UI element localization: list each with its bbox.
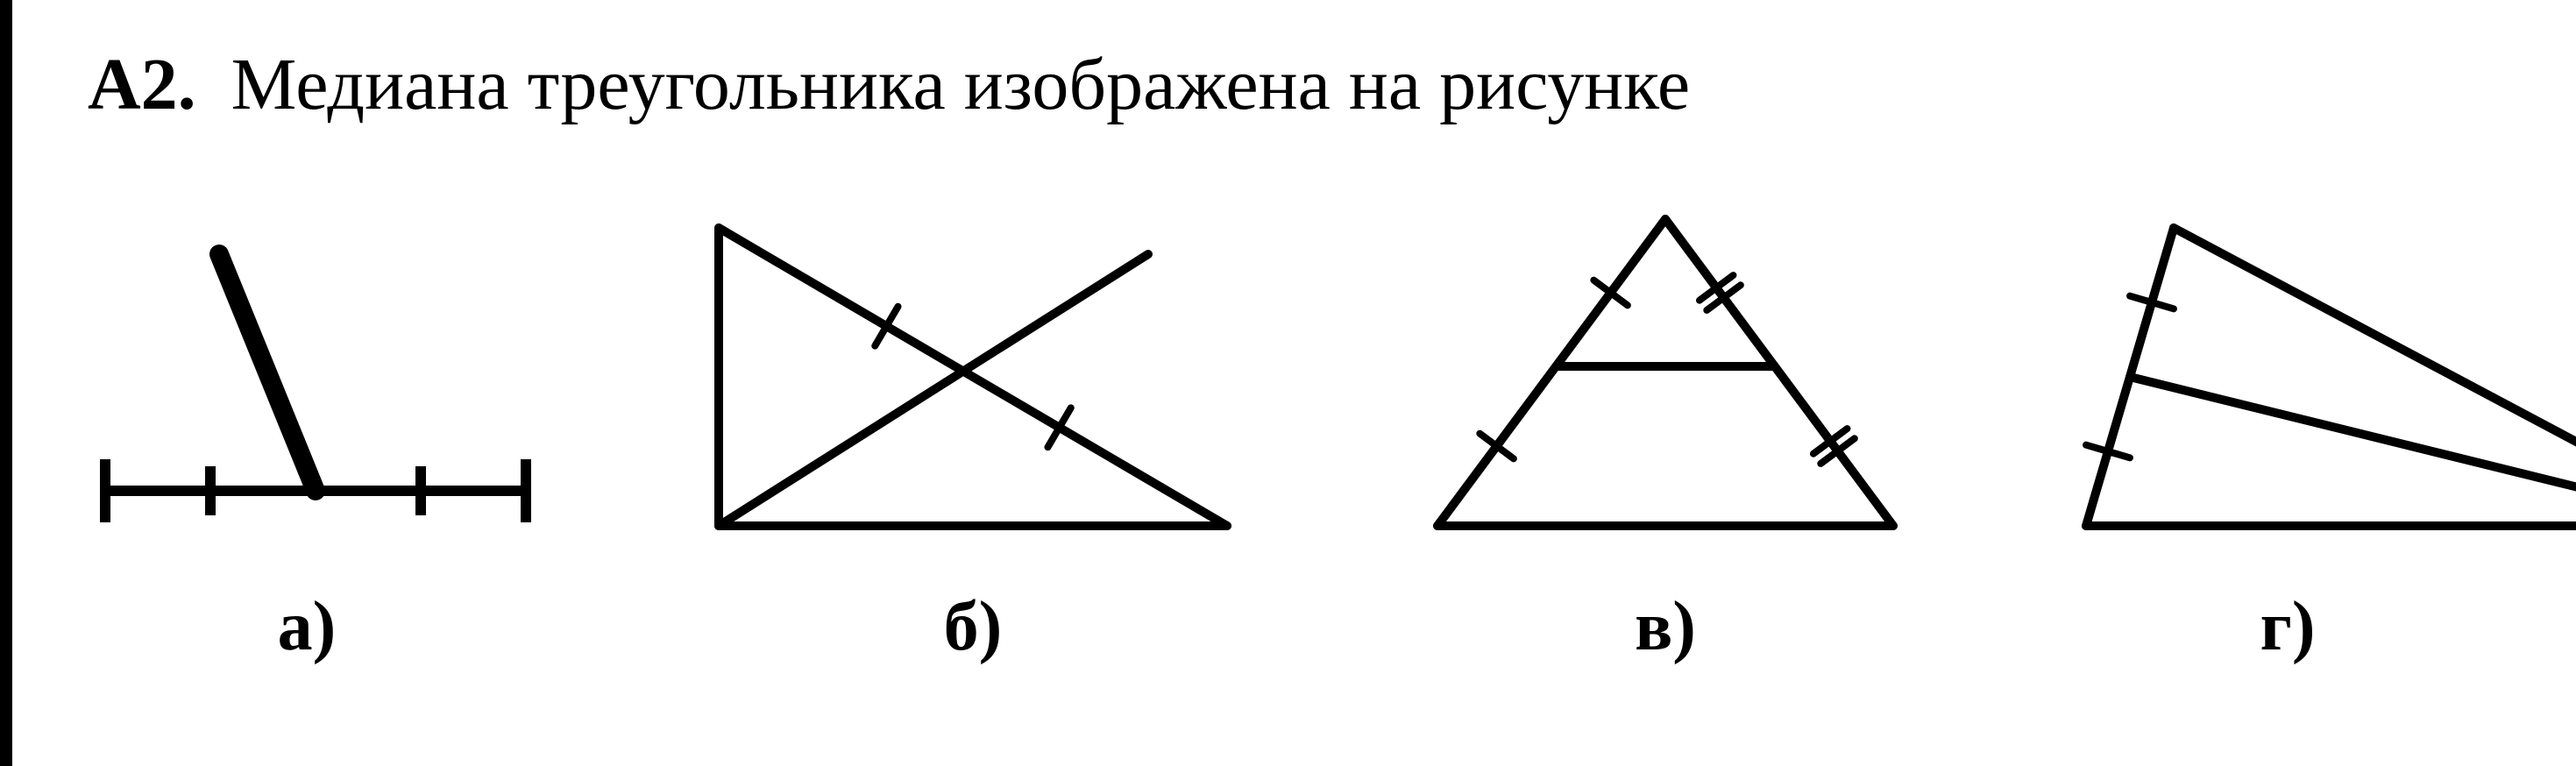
figure-g-label: г)	[2260, 587, 2316, 667]
question-number: A2.	[88, 44, 196, 125]
figure-a: а)	[70, 175, 543, 667]
figure-b: б)	[684, 175, 1262, 667]
figure-b-label: б)	[944, 587, 1003, 667]
figure-v-label: в)	[1635, 587, 1696, 667]
figure-v: в)	[1394, 175, 1937, 667]
figure-a-svg	[70, 175, 543, 561]
figure-b-svg	[684, 175, 1262, 561]
page-root: A2. Медиана треугольника изображена на ри…	[0, 0, 2576, 766]
figure-g: г)	[2042, 175, 2576, 667]
left-scan-bar	[0, 0, 12, 766]
figure-a-label: а)	[278, 587, 337, 667]
figure-g-svg	[2042, 175, 2576, 561]
question-text: Медиана треугольника изображена на рисун…	[231, 44, 1691, 125]
question-line: A2. Медиана треугольника изображена на ри…	[88, 42, 1690, 127]
figure-v-svg	[1394, 175, 1937, 561]
figures-row: а) б) в) г)	[70, 175, 2576, 667]
